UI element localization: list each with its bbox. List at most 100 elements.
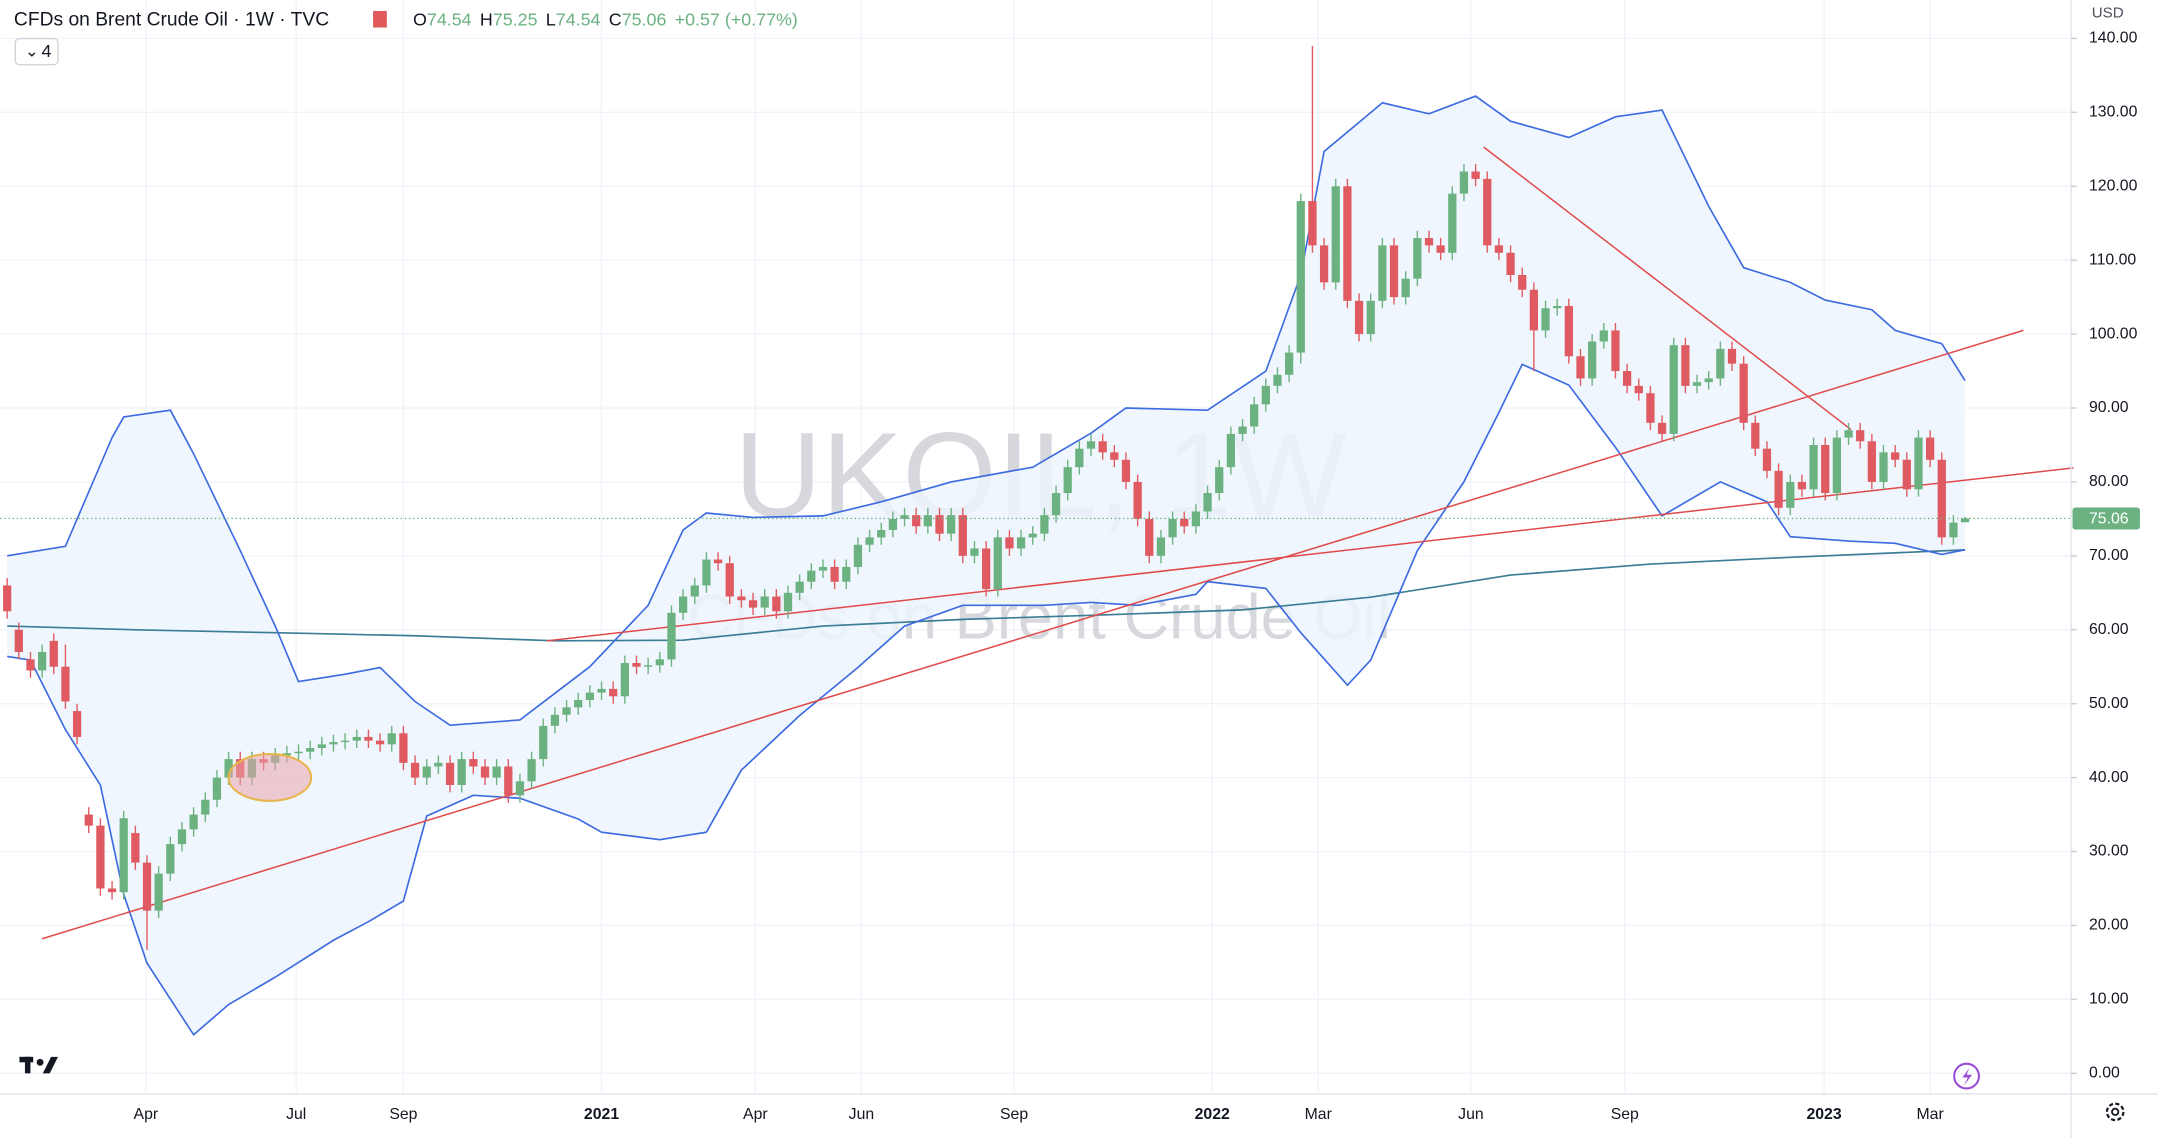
candle-body [690, 585, 699, 597]
candle-body [562, 707, 571, 715]
candle-body [877, 529, 886, 538]
candle-body [1588, 341, 1597, 379]
candle-body [970, 548, 979, 556]
candle-body [713, 559, 723, 564]
y-tick-label: 20.00 [2089, 917, 2129, 934]
candle-body [1483, 178, 1492, 246]
candle-body [1529, 289, 1539, 331]
candle-body [1832, 437, 1842, 494]
candle-body [1459, 171, 1469, 194]
candle-body [772, 596, 781, 612]
candle-body [1040, 515, 1049, 534]
candle-body [1774, 470, 1783, 508]
y-tick-label: 0.00 [2089, 1064, 2120, 1081]
candle-body [1646, 393, 1655, 423]
candle-body [282, 753, 291, 756]
candle-body [702, 559, 711, 586]
trend-line [546, 467, 2074, 642]
candle-body [1657, 422, 1667, 434]
candle-body [655, 659, 664, 666]
candle-body [1296, 201, 1305, 353]
candle-body [900, 515, 909, 519]
candle-body [795, 581, 804, 593]
candle-body [1424, 238, 1434, 246]
candle-body [317, 744, 326, 749]
settings-icon[interactable] [2105, 1102, 2125, 1122]
candle-body [37, 651, 47, 671]
candle-body [1133, 481, 1142, 519]
candle-body [1436, 245, 1445, 253]
y-tick-label: 140.00 [2089, 30, 2138, 47]
candle-body [1518, 274, 1527, 290]
candle-body [201, 799, 210, 815]
candle-body [981, 548, 991, 590]
candle-body [84, 814, 93, 826]
ohlc-change: +0.57 (+0.77%) [675, 9, 798, 29]
candle-body [1051, 493, 1061, 516]
y-tick-label: 50.00 [2089, 695, 2129, 712]
currency[interactable]: USD [2092, 5, 2124, 22]
candle-body [1168, 518, 1177, 538]
candle-body [923, 515, 932, 527]
candle-body [830, 566, 839, 582]
candle-body [1285, 352, 1294, 375]
candle-body [1622, 371, 1632, 386]
candle-body [912, 515, 921, 527]
y-tick-label: 10.00 [2089, 991, 2129, 1008]
candle-body [1786, 481, 1795, 508]
candle-body [1937, 459, 1946, 538]
candle-body [1576, 356, 1585, 379]
x-tick-label: Jun [849, 1106, 874, 1123]
candle-body [1319, 245, 1329, 283]
candle-body [1366, 300, 1375, 335]
candle-body [341, 740, 350, 743]
candle-body [1273, 374, 1282, 386]
candle-body [632, 663, 641, 667]
last-price-box [2072, 507, 2140, 530]
candle-body [1925, 437, 1935, 460]
candle-body [818, 566, 828, 571]
x-tick-label: 2022 [1195, 1106, 1230, 1123]
y-tick-label: 100.00 [2089, 325, 2138, 342]
candle-body [1867, 441, 1876, 482]
candle-body [14, 629, 23, 652]
lightning-icon[interactable] [1953, 1062, 1980, 1090]
candle-body [72, 711, 82, 737]
candle-body [1856, 430, 1865, 442]
candle-body [1191, 511, 1201, 527]
x-tick-label: 2023 [1806, 1106, 1841, 1123]
candle-body [1413, 238, 1422, 279]
indicator-badge[interactable] [14, 37, 59, 66]
ohlc-key: L [546, 9, 556, 29]
candle-body [1180, 518, 1189, 527]
candle-body [853, 544, 863, 567]
candle-body [644, 665, 653, 667]
y-tick-label: 110.00 [2089, 251, 2136, 268]
candle-body [1343, 186, 1352, 301]
candle-body [1063, 467, 1072, 494]
candle-body [457, 759, 466, 785]
candle-body [1378, 245, 1387, 301]
candle-body [1121, 459, 1131, 482]
y-tick-label: 90.00 [2089, 399, 2129, 416]
candle-body [399, 733, 408, 763]
candle-body [1354, 300, 1364, 335]
candle-body [1553, 306, 1562, 309]
candle-body [515, 781, 525, 796]
candle-body [993, 537, 1002, 590]
candle-body [1331, 186, 1340, 283]
candle-body [1110, 452, 1119, 460]
candle-body [142, 862, 152, 911]
candle-body [609, 688, 618, 697]
candle-body [1471, 171, 1480, 179]
y-tick-label: 70.00 [2089, 547, 2129, 564]
ohlc-value: 74.54 [556, 9, 601, 29]
candle-body [1762, 448, 1772, 471]
x-tick-label: Mar [1305, 1106, 1332, 1123]
candle-body [329, 742, 338, 745]
candle-body [1564, 306, 1573, 357]
candle-body [947, 515, 956, 534]
candle-body [1308, 201, 1317, 246]
candle-body [1669, 345, 1678, 434]
candle-body [597, 688, 606, 693]
